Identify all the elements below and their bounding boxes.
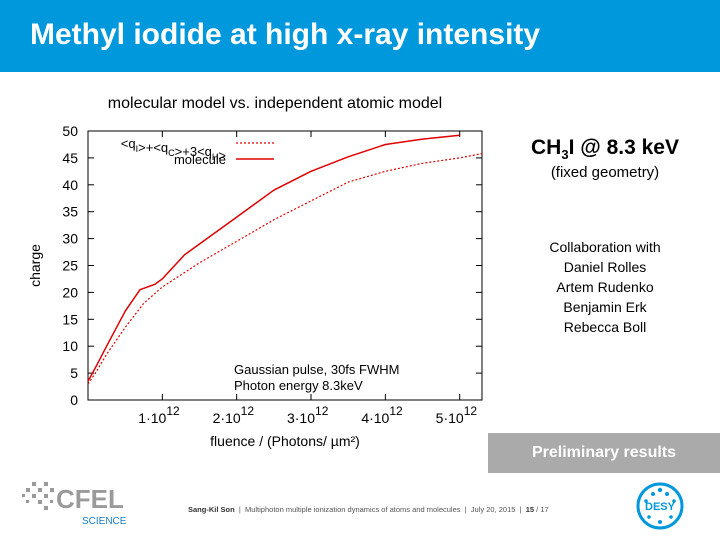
collab-name: Daniel Rolles <box>563 259 647 275</box>
x-tick-label: 4·10 <box>361 410 389 426</box>
desy-logo: DESY <box>636 482 684 530</box>
y-tick-label: 5 <box>70 365 78 381</box>
y-tick-label: 45 <box>62 150 78 166</box>
title-bar: Methyl iodide at high x-ray intensity <box>0 0 720 72</box>
y-tick-label: 20 <box>62 284 78 300</box>
desy-logo-text: DESY <box>645 501 676 513</box>
plot-frame <box>87 130 483 401</box>
chart: molecular model vs. independent atomic m… <box>27 95 483 449</box>
footer-date: July 20, 2015 <box>470 505 516 514</box>
y-tick-label: 15 <box>62 311 78 327</box>
preliminary-banner: Preliminary results <box>488 433 720 473</box>
footer-total: 17 <box>540 505 549 514</box>
series-line-molecule <box>87 134 460 382</box>
legend-label: molecule <box>174 152 226 167</box>
y-tick-label: 35 <box>62 204 78 220</box>
y-tick-label: 40 <box>62 177 78 193</box>
footer-page: 15 <box>525 505 535 514</box>
footer: Sang-Kil Son | Multiphoton multiple ioni… <box>188 505 549 514</box>
x-tick-label: 1·10 <box>138 410 166 426</box>
cfel-logo-sub: SCIENCE <box>82 516 127 527</box>
cfel-logo-text: CFEL <box>56 484 124 514</box>
series-line-atomic-sum <box>87 153 483 385</box>
desy-dots-icon <box>644 487 676 524</box>
x-tick-exponent: 12 <box>389 404 403 418</box>
y-tick-label: 25 <box>62 258 78 274</box>
y-tick-label: 10 <box>62 338 78 354</box>
slide-title: Methyl iodide at high x-ray intensity <box>30 18 541 51</box>
x-tick-label: 5·10 <box>436 410 464 426</box>
x-tick-exponent: 12 <box>464 404 478 418</box>
side-title-sub: 3 <box>561 147 569 163</box>
x-tick-label: 3·10 <box>287 410 315 426</box>
y-tick-label: 30 <box>62 231 78 247</box>
x-axis-label: fluence / (Photons/ µm²) <box>210 433 360 449</box>
chart-annotation: Gaussian pulse, 30fs FWHM <box>234 362 399 377</box>
x-tick-exponent: 12 <box>166 404 180 418</box>
y-tick-label: 50 <box>62 123 78 139</box>
chart-annotation: Photon energy 8.3keV <box>234 378 363 393</box>
y-tick-label: 0 <box>70 392 78 408</box>
side-subtitle: (fixed geometry) <box>550 164 660 181</box>
x-tick-label: 2·10 <box>213 410 241 426</box>
side-title: CH3I @ 8.3 keV <box>490 136 720 162</box>
collab-heading: Collaboration with <box>549 239 661 255</box>
collab-name: Benjamin Erk <box>563 299 647 315</box>
side-title-b: I @ 8.3 keV <box>568 136 679 159</box>
footer-talk: Multiphoton multiple ionization dynamics… <box>244 505 461 514</box>
collab-name: Artem Rudenko <box>556 279 654 295</box>
footer-author: Sang-Kil Son <box>188 505 235 514</box>
x-tick-exponent: 12 <box>241 404 255 418</box>
cfel-dots-icon <box>22 482 54 510</box>
side-title-a: CH <box>531 136 562 159</box>
chart-title: molecular model vs. independent atomic m… <box>108 95 442 112</box>
cfel-logo: CFEL SCIENCE <box>22 482 127 527</box>
x-tick-exponent: 12 <box>315 404 329 418</box>
legend-label: <qI>+<qC>+3<qH> <box>121 136 226 163</box>
y-axis-label: charge <box>27 244 43 287</box>
collaboration-list: Collaboration with Daniel Rolles Artem R… <box>490 237 720 337</box>
collab-name: Rebecca Boll <box>563 319 647 335</box>
